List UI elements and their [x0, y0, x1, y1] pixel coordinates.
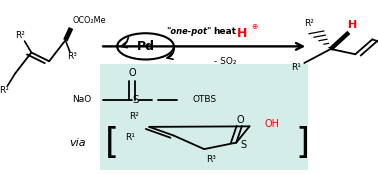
Text: [: [ — [104, 126, 119, 160]
Text: R¹: R¹ — [0, 86, 9, 95]
Text: R³: R³ — [67, 52, 77, 61]
Text: O: O — [236, 115, 244, 125]
FancyBboxPatch shape — [100, 64, 308, 170]
Text: H: H — [237, 27, 247, 40]
Text: R¹: R¹ — [125, 133, 135, 142]
Text: "one-pot": "one-pot" — [166, 27, 212, 36]
Text: Pd: Pd — [136, 40, 155, 53]
Text: heat: heat — [213, 27, 237, 36]
Text: H: H — [348, 19, 357, 30]
Text: R³: R³ — [206, 155, 216, 164]
Text: R²: R² — [15, 31, 25, 40]
Text: OH: OH — [265, 119, 280, 129]
Text: R²: R² — [304, 19, 314, 28]
Text: via: via — [69, 138, 86, 148]
Text: OTBS: OTBS — [192, 95, 216, 104]
Text: ⊕: ⊕ — [252, 22, 258, 31]
Text: O: O — [129, 68, 136, 79]
Text: OCO₂Me: OCO₂Me — [72, 16, 106, 26]
Text: ]: ] — [295, 126, 310, 160]
Text: S: S — [132, 95, 139, 105]
Text: - SO₂: - SO₂ — [214, 57, 236, 66]
Text: R²: R² — [129, 111, 139, 121]
Text: R¹: R¹ — [291, 63, 301, 72]
Text: NaO: NaO — [73, 95, 92, 104]
Text: S: S — [240, 140, 246, 150]
